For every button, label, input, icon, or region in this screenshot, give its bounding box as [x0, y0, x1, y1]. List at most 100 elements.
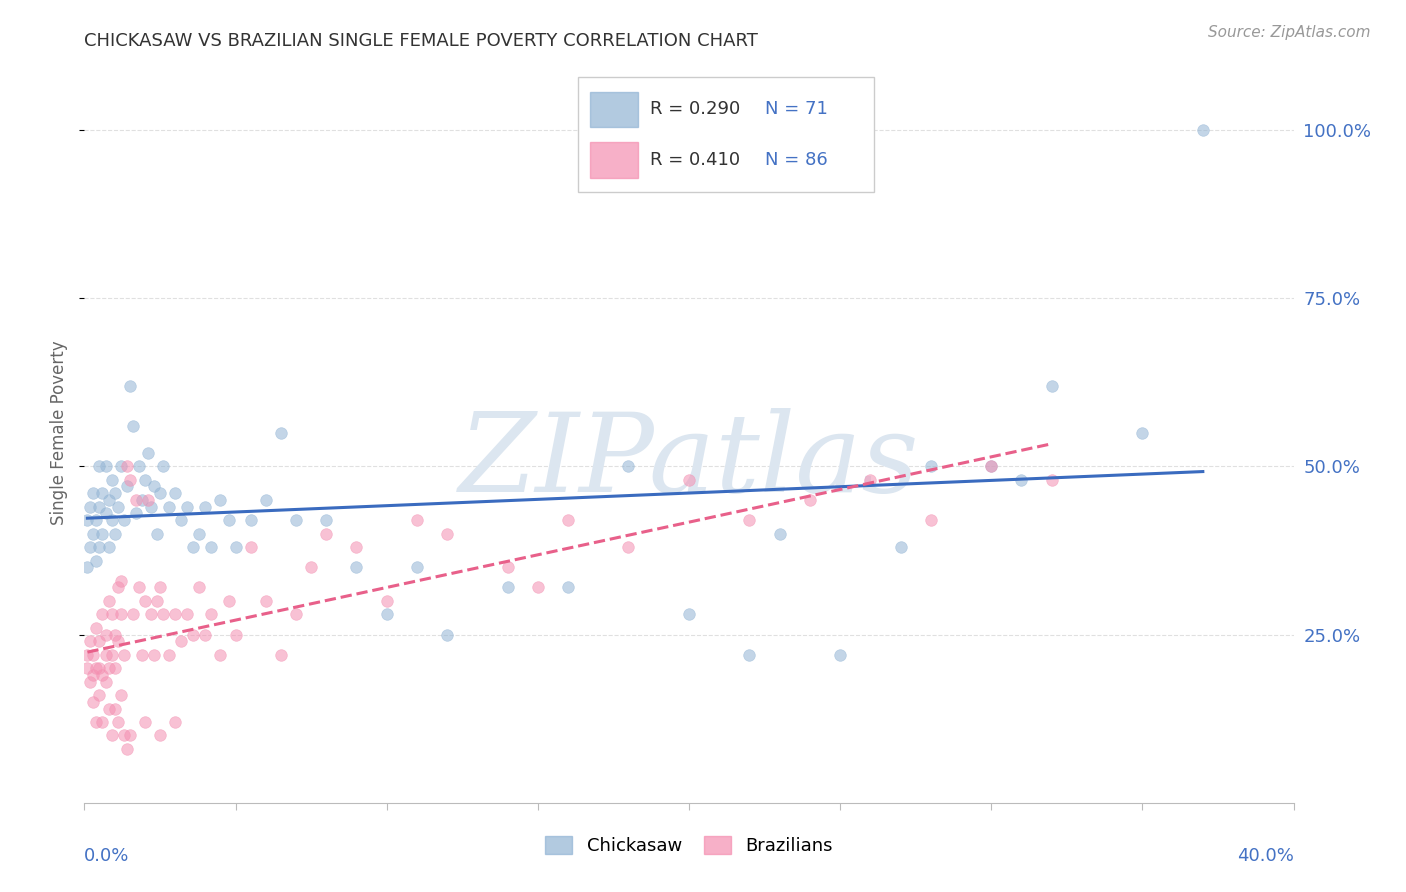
- Point: [131, 648, 153, 662]
- Point: [112, 513, 135, 527]
- Point: [89, 540, 111, 554]
- Point: [225, 540, 247, 554]
- Point: [89, 688, 111, 702]
- Point: [170, 634, 193, 648]
- Point: [406, 513, 429, 527]
- Point: [86, 661, 108, 675]
- Point: [110, 688, 132, 702]
- Point: [107, 634, 129, 648]
- Legend: Chickasaw, Brazilians: Chickasaw, Brazilians: [536, 827, 842, 864]
- Point: [678, 607, 700, 622]
- FancyBboxPatch shape: [589, 142, 638, 178]
- Point: [104, 627, 127, 641]
- Point: [104, 661, 127, 675]
- Point: [86, 714, 108, 729]
- Point: [146, 594, 169, 608]
- Point: [104, 701, 127, 715]
- Point: [118, 378, 141, 392]
- Point: [738, 648, 761, 662]
- Point: [176, 607, 198, 622]
- Point: [128, 581, 150, 595]
- Point: [181, 627, 204, 641]
- Point: [82, 668, 104, 682]
- Point: [110, 574, 132, 588]
- Point: [100, 648, 122, 662]
- Point: [436, 526, 458, 541]
- Point: [218, 594, 240, 608]
- Point: [149, 581, 172, 595]
- Point: [225, 627, 247, 641]
- Point: [118, 473, 141, 487]
- Point: [100, 473, 122, 487]
- Point: [89, 500, 111, 514]
- Point: [920, 513, 942, 527]
- Point: [920, 459, 942, 474]
- Point: [375, 594, 398, 608]
- Point: [1011, 473, 1033, 487]
- Point: [859, 473, 882, 487]
- Point: [1130, 425, 1153, 440]
- Point: [131, 492, 153, 507]
- Point: [110, 607, 132, 622]
- Point: [1192, 122, 1215, 136]
- Point: [79, 674, 101, 689]
- Point: [980, 459, 1002, 474]
- Point: [125, 492, 148, 507]
- Point: [165, 607, 187, 622]
- Point: [91, 668, 114, 682]
- Point: [436, 627, 458, 641]
- Point: [738, 513, 761, 527]
- Point: [149, 486, 172, 500]
- Text: R = 0.410: R = 0.410: [650, 151, 741, 169]
- Point: [1040, 378, 1063, 392]
- Point: [134, 473, 156, 487]
- Point: [346, 540, 368, 554]
- Point: [91, 526, 114, 541]
- Point: [209, 492, 232, 507]
- Point: [157, 648, 180, 662]
- Point: [188, 526, 211, 541]
- Point: [86, 513, 108, 527]
- Text: N = 71: N = 71: [765, 101, 828, 119]
- Text: R = 0.290: R = 0.290: [650, 101, 741, 119]
- Point: [76, 661, 98, 675]
- Point: [799, 492, 821, 507]
- Point: [194, 627, 217, 641]
- Point: [270, 425, 292, 440]
- Point: [254, 594, 277, 608]
- Point: [76, 560, 98, 574]
- Point: [121, 607, 143, 622]
- Point: [188, 581, 211, 595]
- Point: [239, 513, 262, 527]
- Point: [91, 486, 114, 500]
- Point: [104, 526, 127, 541]
- Point: [890, 540, 912, 554]
- Point: [254, 492, 277, 507]
- Point: [82, 526, 104, 541]
- Point: [165, 486, 187, 500]
- Point: [97, 540, 120, 554]
- Point: [527, 581, 550, 595]
- Point: [165, 714, 187, 729]
- Point: [557, 581, 579, 595]
- Text: 0.0%: 0.0%: [84, 847, 129, 865]
- Point: [125, 507, 148, 521]
- Point: [79, 634, 101, 648]
- Point: [496, 581, 519, 595]
- Point: [107, 581, 129, 595]
- Point: [112, 648, 135, 662]
- Point: [86, 621, 108, 635]
- Point: [209, 648, 232, 662]
- Point: [79, 500, 101, 514]
- Point: [91, 714, 114, 729]
- FancyBboxPatch shape: [589, 92, 638, 128]
- Point: [112, 729, 135, 743]
- FancyBboxPatch shape: [578, 78, 875, 192]
- Point: [107, 714, 129, 729]
- Point: [139, 607, 162, 622]
- Point: [218, 513, 240, 527]
- Point: [157, 500, 180, 514]
- Point: [94, 507, 117, 521]
- Point: [315, 513, 337, 527]
- Point: [830, 648, 852, 662]
